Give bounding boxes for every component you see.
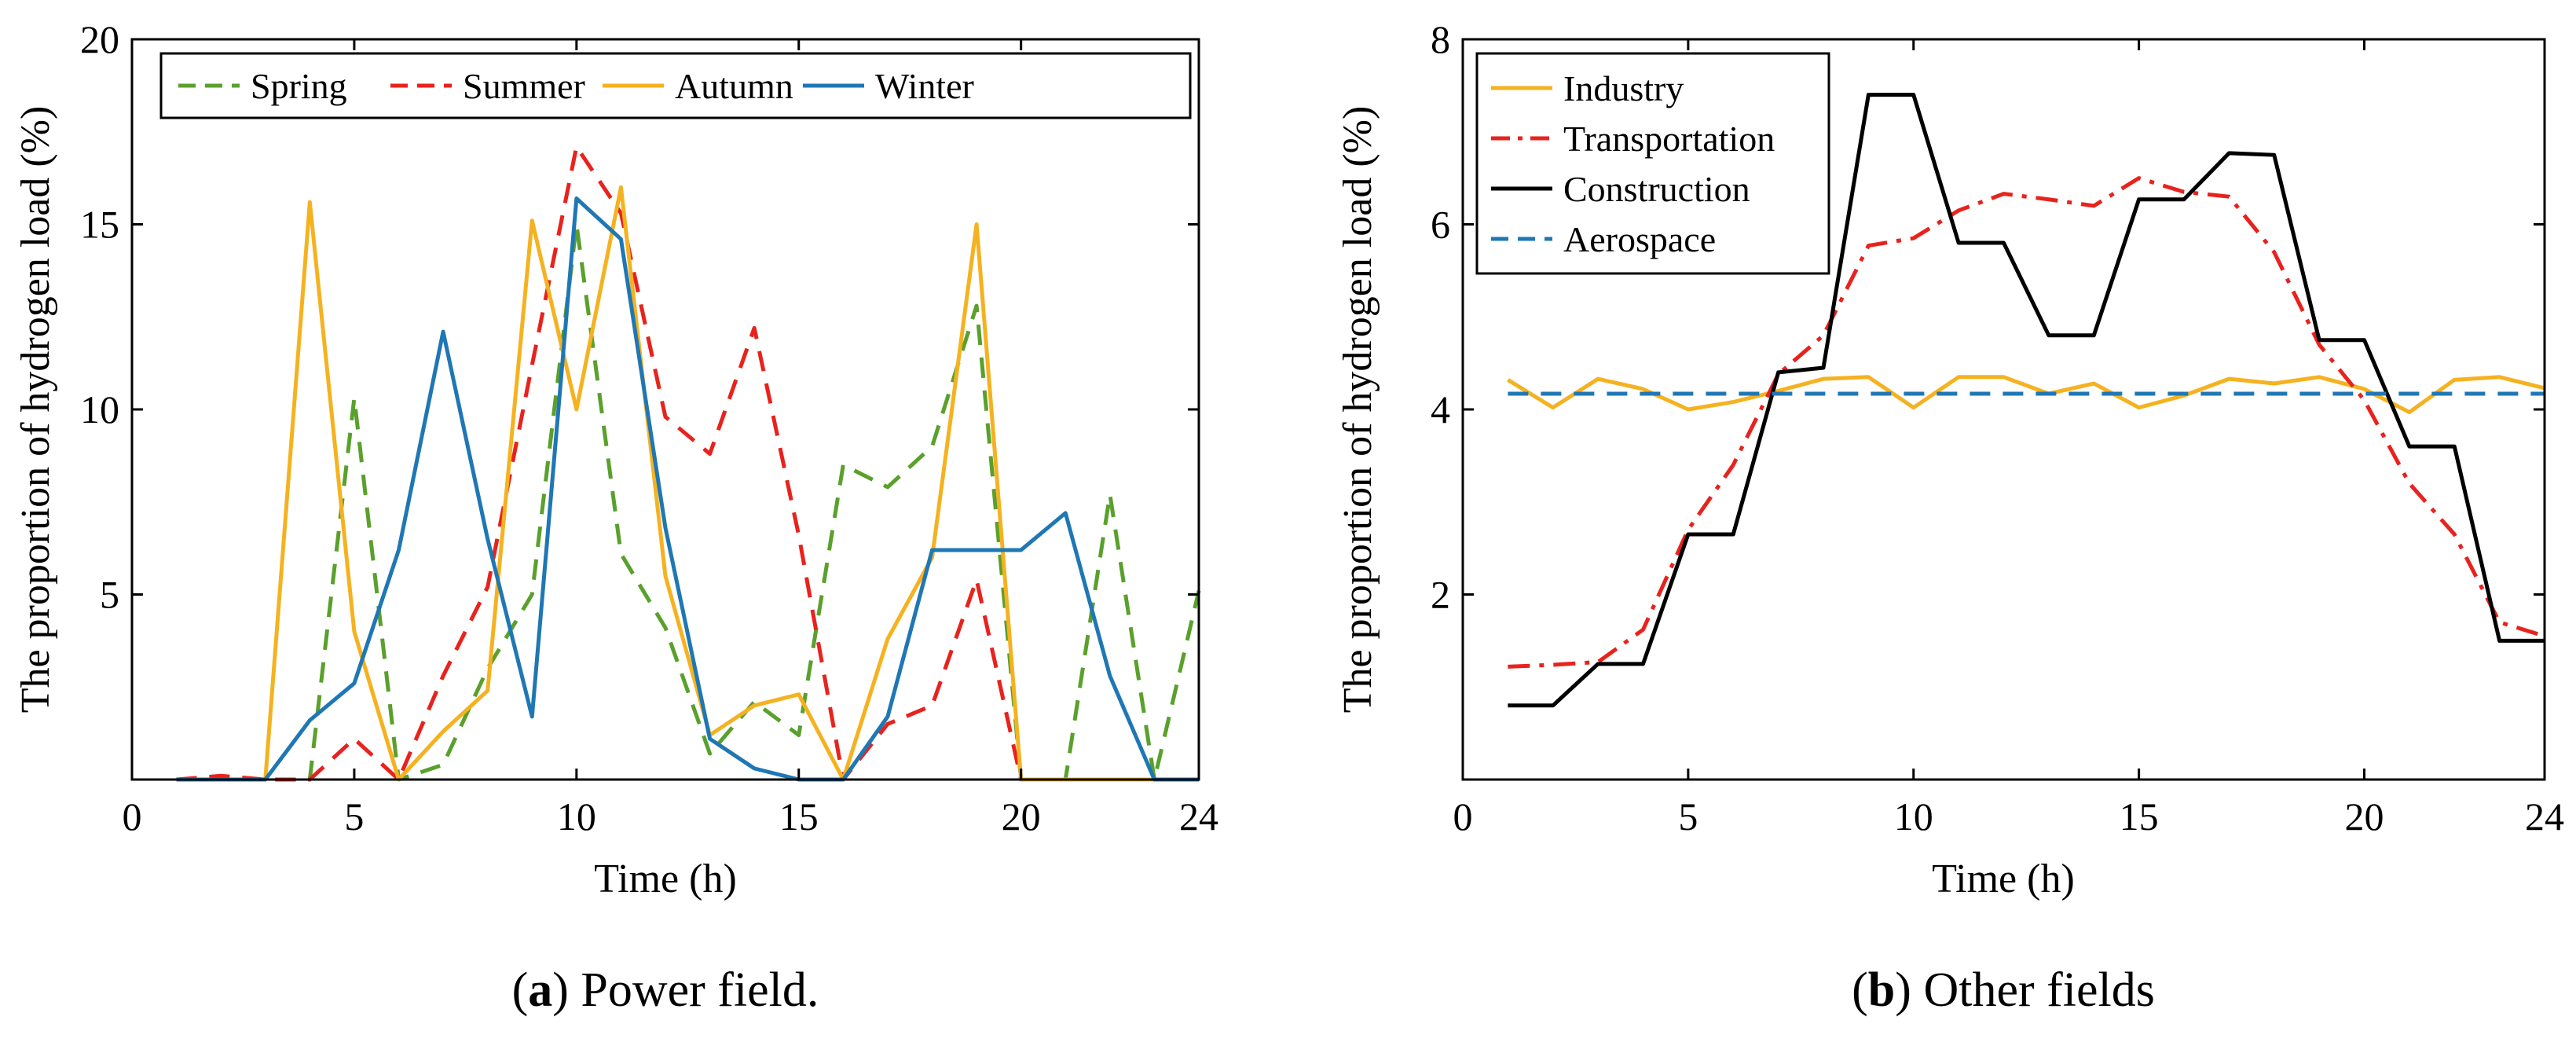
y-tick-label: 10: [80, 387, 119, 431]
y-tick-label: 8: [1431, 17, 1450, 61]
panel-a-caption: (a) Power field.: [512, 963, 819, 1017]
panel-b-caption-letter: b: [1868, 963, 1895, 1017]
legend-label-transportation: Transportation: [1563, 119, 1775, 159]
y-tick-label: 2: [1431, 573, 1450, 617]
panel-a-ylabel: The proportion of hydrogen load (%): [13, 106, 58, 714]
x-tick-label: 24: [1179, 794, 1218, 838]
panel-b-caption: (b) Other fields: [1852, 963, 2155, 1017]
legend-box: [1475, 52, 1830, 275]
y-tick-label: 20: [80, 17, 119, 61]
x-tick-label: 10: [557, 794, 596, 838]
series-line-construction: [1508, 93, 2545, 708]
panel-b-xlabel: Time (h): [1932, 857, 2075, 901]
x-tick-label: 5: [344, 794, 364, 838]
series-line-winter: [176, 196, 1199, 782]
legend-label-autumn: Autumn: [675, 66, 793, 106]
x-tick-label: 10: [1894, 794, 1933, 838]
legend-label-spring: Spring: [251, 66, 347, 106]
panel-a-legend: Spring Summer Autumn Winter: [159, 52, 1192, 119]
x-tick-label: 20: [1002, 794, 1041, 838]
panel-a-caption-text: Power field.: [581, 963, 819, 1017]
panel-b-series-group: [1507, 93, 2545, 708]
panel-a-caption-letter: a: [528, 963, 552, 1017]
legend-box: [159, 52, 1192, 119]
panel-a-xlabel: Time (h): [594, 857, 737, 901]
x-tick-label: 15: [779, 794, 819, 838]
panel-b-caption-text: Other fields: [1923, 963, 2154, 1017]
series-line-spring: [176, 222, 1201, 782]
x-tick-label: 15: [2120, 794, 2159, 838]
legend-label-summer: Summer: [463, 66, 585, 106]
panel-a-ticks: 0 5 10 15 20 24 5 10 15 20: [80, 17, 1218, 838]
y-tick-label: 5: [100, 573, 119, 617]
y-tick-label: 4: [1431, 387, 1450, 431]
legend-label-winter: Winter: [875, 66, 974, 106]
x-tick-label: 5: [1678, 794, 1698, 838]
panel-b-ylabel: The proportion of hydrogen load (%): [1336, 106, 1380, 714]
x-tick-label: 0: [1453, 794, 1473, 838]
series-line-transportation: [1508, 176, 2545, 669]
y-tick-label: 15: [80, 203, 119, 247]
legend-label-industry: Industry: [1563, 68, 1684, 108]
x-tick-label: 24: [2525, 794, 2564, 838]
x-tick-label: 0: [123, 794, 142, 838]
panel-b-legend: Industry Transportation Construction Aerosp…: [1475, 52, 1830, 275]
legend-label-construction: Construction: [1563, 169, 1750, 209]
panel-a-chart: 0 5 10 15 20 24 5 10 15 20 Spring Summer Autumn Wint…: [13, 17, 1218, 1017]
series-line-summer: [176, 145, 1199, 782]
x-tick-label: 20: [2345, 794, 2384, 838]
panel-a-series-group: [176, 145, 1201, 782]
legend-label-aerospace: Aerospace: [1563, 219, 1716, 259]
y-tick-label: 6: [1431, 203, 1450, 247]
